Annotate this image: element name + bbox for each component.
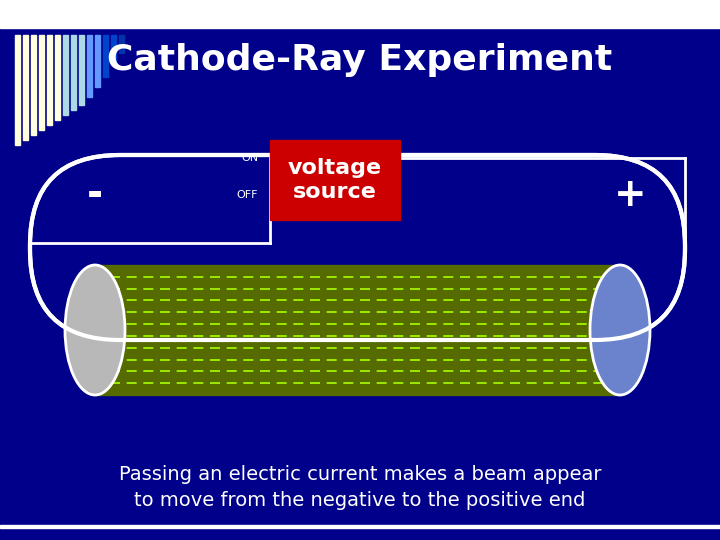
Bar bbox=[79, 35, 84, 105]
Bar bbox=[87, 35, 92, 97]
Text: to move from the negative to the positive end: to move from the negative to the positiv… bbox=[135, 490, 585, 510]
Ellipse shape bbox=[590, 265, 650, 395]
Bar bbox=[95, 35, 100, 87]
Text: Passing an electric current makes a beam appear: Passing an electric current makes a beam… bbox=[119, 465, 601, 484]
Bar bbox=[47, 35, 52, 125]
Bar bbox=[63, 35, 68, 115]
Text: OFF: OFF bbox=[236, 190, 258, 200]
Bar bbox=[111, 35, 116, 65]
Bar bbox=[31, 35, 36, 135]
Bar bbox=[39, 35, 44, 130]
Bar bbox=[23, 35, 28, 140]
Bar bbox=[270, 140, 400, 220]
Bar bbox=[0, 525, 720, 528]
Text: voltage
source: voltage source bbox=[288, 158, 382, 202]
Bar bbox=[95, 265, 620, 395]
FancyBboxPatch shape bbox=[30, 155, 685, 340]
Ellipse shape bbox=[65, 265, 125, 395]
Text: ON: ON bbox=[241, 153, 258, 163]
Text: Cathode-Ray Experiment: Cathode-Ray Experiment bbox=[107, 43, 613, 77]
Bar bbox=[71, 35, 76, 110]
Text: -: - bbox=[87, 176, 103, 214]
Bar bbox=[119, 35, 124, 53]
Bar bbox=[15, 35, 20, 145]
Bar bbox=[0, 0, 720, 28]
Bar bbox=[55, 35, 60, 120]
Text: +: + bbox=[613, 176, 647, 214]
Bar bbox=[103, 35, 108, 77]
